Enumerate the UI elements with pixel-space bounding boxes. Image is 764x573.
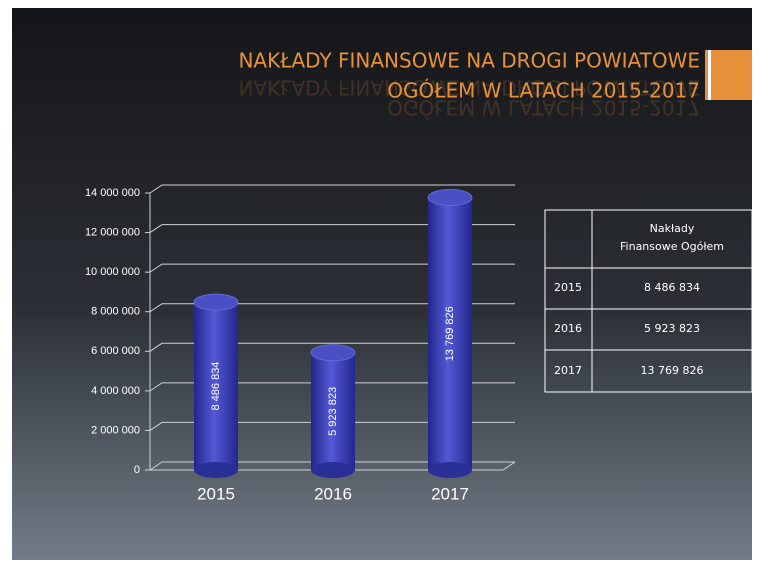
- grid-line: [149, 342, 515, 352]
- y-tick-label: 0: [134, 464, 140, 476]
- chart-title: OGÓŁEM W LATACH 2015-2017: [387, 79, 700, 103]
- bar-top: [427, 189, 473, 207]
- table-year: 2016: [554, 322, 582, 335]
- grid-line: [149, 184, 515, 194]
- bar: [310, 344, 356, 478]
- table-year: 2015: [554, 281, 582, 294]
- grid-line: [149, 421, 515, 431]
- table-value: 13 769 826: [641, 364, 704, 377]
- chart-title: NAKŁADY FINANSOWE NA DROGI POWIATOWE: [238, 49, 700, 73]
- accent-block: [705, 50, 752, 100]
- y-tick-label: 8 000 000: [91, 306, 140, 318]
- bar-top: [193, 293, 239, 311]
- grid-line: [149, 224, 515, 233]
- accent-line: [708, 50, 711, 100]
- title-reflection: NAKŁADY FINANSOWE NA DROGI POWIATOWE OGÓ…: [238, 76, 700, 120]
- floor: [150, 461, 516, 471]
- y-tick-label: 6 000 000: [91, 345, 140, 357]
- table-year: 2017: [554, 364, 582, 377]
- table: Nakłady Finansowe Ogółem 2015 8 486 834 20…: [544, 209, 753, 393]
- data-label: 13 769 826: [444, 306, 456, 361]
- data-label: 8 486 834: [210, 362, 222, 411]
- bar: [193, 293, 239, 478]
- y-tick-label: 12 000 000: [85, 226, 140, 238]
- grid-line: [149, 382, 515, 392]
- y-tick-label: 14 000 000: [85, 187, 140, 199]
- grid-line: [149, 263, 515, 273]
- x-tick-label: 2016: [314, 484, 352, 503]
- chart-title-reflection: OGÓŁEM W LATACH 2015-2017: [387, 96, 700, 120]
- table-header: Nakłady: [650, 222, 695, 235]
- table-border: [544, 209, 753, 393]
- grid-line: [149, 303, 515, 313]
- table-value: 8 486 834: [644, 281, 700, 294]
- bar-bottom: [194, 462, 238, 478]
- slide-background: [12, 8, 752, 560]
- bar: [427, 189, 473, 478]
- chart-title-reflection: NAKŁADY FINANSOWE NA DROGI POWIATOWE: [238, 76, 700, 100]
- y-tick-label: 2 000 000: [91, 424, 140, 436]
- x-tick-label: 2015: [197, 484, 235, 503]
- y-tick-label: 4 000 000: [91, 385, 140, 397]
- bar-body: [311, 352, 355, 470]
- bar-bottom: [428, 462, 472, 478]
- bar-bottom: [311, 462, 355, 478]
- y-tick-label: 10 000 000: [85, 266, 140, 278]
- table-header: Finansowe Ogółem: [620, 240, 724, 253]
- x-tick-label: 2017: [431, 484, 469, 503]
- bar-body: [194, 302, 238, 470]
- table-value: 5 923 823: [644, 322, 700, 335]
- bar-top: [310, 344, 356, 362]
- bar-body: [428, 197, 472, 471]
- grid-line: [149, 461, 515, 471]
- data-label: 5 923 823: [327, 387, 339, 436]
